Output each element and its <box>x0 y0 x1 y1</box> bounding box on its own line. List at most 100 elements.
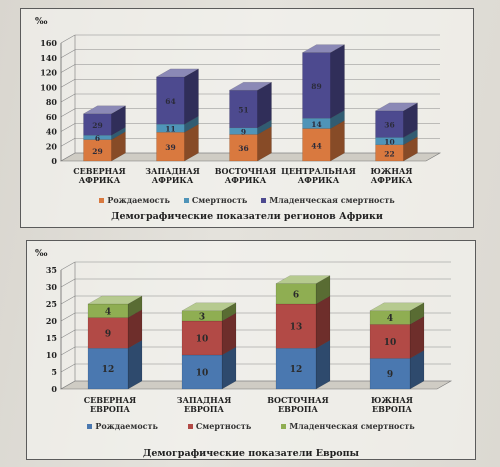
africa-legend-birth-swatch <box>99 197 105 203</box>
africa-bar-top <box>82 105 127 115</box>
europe-data-label: 4 <box>387 314 393 324</box>
africa-data-label: 22 <box>384 149 394 158</box>
europe-chart: 0 5 10 15 20 25 30 35 12 9 4 СЕВЕРНАЯ ЕВРОПА 10 10 3 ЗАП… <box>46 261 453 414</box>
africa-grid <box>59 34 442 162</box>
africa-data-label: 36 <box>238 144 248 153</box>
europe-legend-death-label: Смертность <box>195 421 252 431</box>
europe-legend-infant-swatch <box>281 423 287 429</box>
africa-gridline-side <box>60 49 76 59</box>
africa-ytick-label: 160 <box>40 38 57 48</box>
europe-bar-top <box>181 302 237 312</box>
europe-chart-title: Демографические показатели Европы <box>142 448 360 459</box>
europe-gridline-side <box>60 346 76 356</box>
europe-category-label: ЗАПАДНАЯ ЕВРОПА <box>177 395 232 414</box>
europe-data-label: 4 <box>105 307 111 317</box>
europe-category-label: ВОСТОЧНАЯ ЕВРОПА <box>267 395 328 414</box>
africa-category-label: ЮЖНАЯ АФРИКА <box>371 166 413 185</box>
africa-category-label: СЕВЕРНАЯ АФРИКА <box>73 166 125 185</box>
africa-data-label: 51 <box>238 106 248 115</box>
africa-chart-frame: ‰ 0 20 40 60 80 100 120 140 160 29 6 29 СЕВЕРНАЯ АФРИ… <box>20 8 474 228</box>
africa-bar-side <box>184 68 199 125</box>
europe-bar-side <box>127 339 143 390</box>
africa-gridline-side <box>60 34 76 44</box>
europe-bar-segment <box>369 324 411 359</box>
africa-legend-death: Смертность <box>183 195 248 205</box>
europe-gridline-side <box>60 329 76 339</box>
africa-gridline-side <box>60 108 76 118</box>
europe-bar-segment <box>369 358 411 390</box>
africa-bar-segment <box>302 128 331 162</box>
europe-gridline-side <box>60 380 76 390</box>
europe-bar-side <box>315 295 331 349</box>
africa-data-label: 11 <box>165 125 175 134</box>
africa-ytick-label: 60 <box>46 112 58 122</box>
europe-data-label: 13 <box>290 323 303 333</box>
europe-category-label: СЕВЕРНАЯ ЕВРОПА <box>84 395 136 414</box>
africa-ytick-label: 140 <box>40 53 57 63</box>
europe-bar-top <box>369 302 425 312</box>
africa-data-label: 44 <box>311 141 321 150</box>
africa-data-label: 14 <box>311 120 321 129</box>
africa-legend-infant-swatch <box>261 197 267 203</box>
europe-data-label: 10 <box>384 338 397 348</box>
europe-bar-segment <box>181 320 223 356</box>
europe-data-label: 6 <box>293 290 299 300</box>
europe-data-label: 12 <box>290 365 303 375</box>
africa-unit-label: ‰ <box>35 17 48 27</box>
europe-ytick-label: 5 <box>51 367 57 377</box>
africa-bar-segment <box>156 132 185 162</box>
africa-data-label: 64 <box>165 97 175 106</box>
africa-bar-side <box>330 44 345 119</box>
africa-bar-top <box>301 44 346 53</box>
africa-legend-death-label: Смертность <box>191 195 248 205</box>
europe-data-label: 12 <box>102 365 115 375</box>
europe-unit-label: ‰ <box>35 249 48 259</box>
europe-bar-side <box>315 339 331 390</box>
africa-data-label: 39 <box>165 143 175 152</box>
europe-legend-birth-label: Рождаемость <box>95 421 158 431</box>
africa-data-label: 36 <box>384 121 394 130</box>
europe-ytick-label: 15 <box>46 333 57 343</box>
europe-bar-segment <box>275 347 317 390</box>
europe-ytick-label: 10 <box>46 350 58 360</box>
africa-legend-infant: Младенческая смертность <box>261 195 395 205</box>
europe-gridline-side <box>60 278 76 288</box>
africa-chart: 0 20 40 60 80 100 120 140 160 29 6 29 СЕВЕРНАЯ АФРИКА… <box>40 34 442 185</box>
europe-data-label: 10 <box>196 369 209 379</box>
africa-data-label: 29 <box>92 121 102 130</box>
africa-ytick-label: 40 <box>46 127 58 137</box>
africa-category-label: ЗАПАДНАЯ АФРИКА <box>145 166 200 185</box>
africa-ytick-label: 0 <box>51 156 57 166</box>
europe-legend: Рождаемость Смертность Младенческая смер… <box>27 421 475 431</box>
africa-bar-top <box>374 102 419 112</box>
europe-gridline-side <box>60 363 76 373</box>
europe-bar-top <box>275 275 331 284</box>
africa-gridline-side <box>60 123 76 132</box>
africa-legend-birth-label: Рождаемость <box>107 195 170 205</box>
africa-ytick-label: 100 <box>40 82 57 92</box>
africa-legend-death-swatch <box>183 197 189 203</box>
africa-gridline-side <box>60 152 76 162</box>
africa-ytick-label: 120 <box>40 68 57 78</box>
europe-chart-frame: ‰ 0 5 10 15 20 25 30 35 12 9 4 СЕВЕРНАЯ ЕВРОПА 10 10 3 З… <box>26 240 476 460</box>
africa-bar-segment <box>375 110 404 138</box>
africa-legend-infant-label: Младенческая смертность <box>269 195 395 205</box>
africa-bar-segment <box>302 52 331 119</box>
africa-category-label: ВОСТОЧНАЯ АФРИКА <box>215 166 276 185</box>
europe-ytick-label: 25 <box>46 299 57 309</box>
europe-ytick-label: 35 <box>46 265 57 275</box>
europe-legend-infant-label: Младенческая смертность <box>289 421 415 431</box>
africa-chart-title: Демографические показатели регионов Афри… <box>111 211 383 222</box>
europe-gridline-side <box>60 312 76 322</box>
europe-data-label: 10 <box>196 335 209 345</box>
africa-data-label: 89 <box>311 82 321 91</box>
africa-bar-segment <box>229 89 258 129</box>
europe-data-label: 9 <box>387 370 393 380</box>
africa-ytick-label: 80 <box>46 97 58 107</box>
africa-gridline-side <box>60 64 76 73</box>
africa-bar-top <box>155 68 200 78</box>
europe-ytick-label: 30 <box>46 282 58 292</box>
africa-bar-top <box>228 81 273 91</box>
africa-legend-birth: Рождаемость <box>99 195 170 205</box>
